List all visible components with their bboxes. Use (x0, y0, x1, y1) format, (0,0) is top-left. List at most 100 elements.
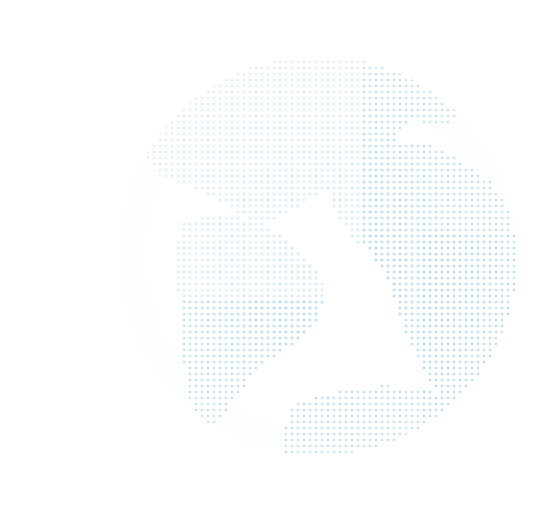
land-dot (254, 78, 258, 82)
land-dot (422, 264, 426, 268)
land-dot (266, 132, 270, 136)
land-dot (296, 276, 300, 280)
land-dot (314, 294, 318, 298)
land-dot (380, 96, 384, 100)
land-dot (344, 144, 348, 148)
land-dot (302, 282, 306, 286)
land-dot (296, 108, 300, 112)
land-dot (374, 198, 378, 202)
land-dot (182, 282, 186, 286)
land-dot (194, 396, 198, 400)
land-dot (368, 210, 372, 214)
land-dot (332, 180, 336, 184)
land-dot (374, 114, 378, 118)
land-dot (404, 120, 408, 124)
land-dot (458, 258, 462, 262)
land-dot (284, 78, 288, 82)
land-dot (410, 330, 414, 334)
land-dot (476, 186, 480, 190)
land-dot (266, 78, 270, 82)
land-dot (158, 162, 162, 166)
land-dot (242, 324, 246, 328)
land-dot (218, 138, 222, 142)
land-dot (206, 288, 210, 292)
land-dot (422, 96, 426, 100)
edge-dot (129, 253, 131, 255)
land-dot (482, 312, 486, 316)
land-dot (230, 174, 234, 178)
land-dot (482, 300, 486, 304)
edge-dot (495, 181, 497, 183)
land-dot (188, 396, 192, 400)
land-dot (308, 270, 312, 274)
land-dot (218, 222, 222, 226)
land-dot (428, 144, 432, 148)
edge-dot (141, 301, 143, 303)
land-dot (248, 204, 252, 208)
land-dot (284, 144, 288, 148)
land-dot (200, 342, 204, 346)
land-dot (164, 162, 168, 166)
land-dot (188, 294, 192, 298)
land-dot (350, 156, 354, 160)
land-dot (470, 264, 474, 268)
land-dot (338, 402, 342, 406)
land-dot (458, 384, 462, 388)
land-dot (356, 186, 360, 190)
land-dot (464, 264, 468, 268)
land-dot (392, 240, 396, 244)
land-dot (332, 114, 336, 118)
land-dot (386, 234, 390, 238)
edge-dot (141, 217, 143, 219)
edge-dot (159, 373, 161, 375)
edge-dot (507, 199, 509, 201)
edge-dot (147, 313, 149, 315)
land-dot (440, 408, 444, 412)
land-dot (386, 390, 390, 394)
land-dot (320, 402, 324, 406)
land-dot (188, 162, 192, 166)
land-dot (242, 258, 246, 262)
edge-dot (471, 163, 473, 165)
land-dot (206, 354, 210, 358)
land-dot (296, 300, 300, 304)
land-dot (440, 348, 444, 352)
land-dot (308, 150, 312, 154)
land-dot (494, 318, 498, 322)
land-dot (272, 240, 276, 244)
edge-dot (447, 133, 449, 135)
land-dot (188, 336, 192, 340)
land-dot (410, 186, 414, 190)
edge-dot (135, 181, 137, 183)
land-dot (236, 360, 240, 364)
land-dot (212, 228, 216, 232)
land-dot (188, 246, 192, 250)
land-dot (398, 216, 402, 220)
land-dot (386, 198, 390, 202)
land-dot (314, 270, 318, 274)
land-dot (206, 168, 210, 172)
land-dot (266, 270, 270, 274)
land-dot (278, 162, 282, 166)
land-dot (314, 108, 318, 112)
edge-dot (165, 355, 167, 357)
land-dot (218, 324, 222, 328)
land-dot (320, 438, 324, 442)
land-dot (356, 144, 360, 148)
land-dot (206, 228, 210, 232)
land-dot (392, 252, 396, 256)
land-dot (278, 342, 282, 346)
land-dot (416, 264, 420, 268)
edge-dot (123, 211, 125, 213)
land-dot (200, 252, 204, 256)
land-dot (314, 102, 318, 106)
land-dot (458, 162, 462, 166)
land-dot (302, 138, 306, 142)
land-dot (194, 288, 198, 292)
land-dot (404, 318, 408, 322)
land-dot (458, 270, 462, 274)
land-dot (242, 270, 246, 274)
land-dot (434, 348, 438, 352)
land-dot (248, 90, 252, 94)
land-dot (464, 354, 468, 358)
